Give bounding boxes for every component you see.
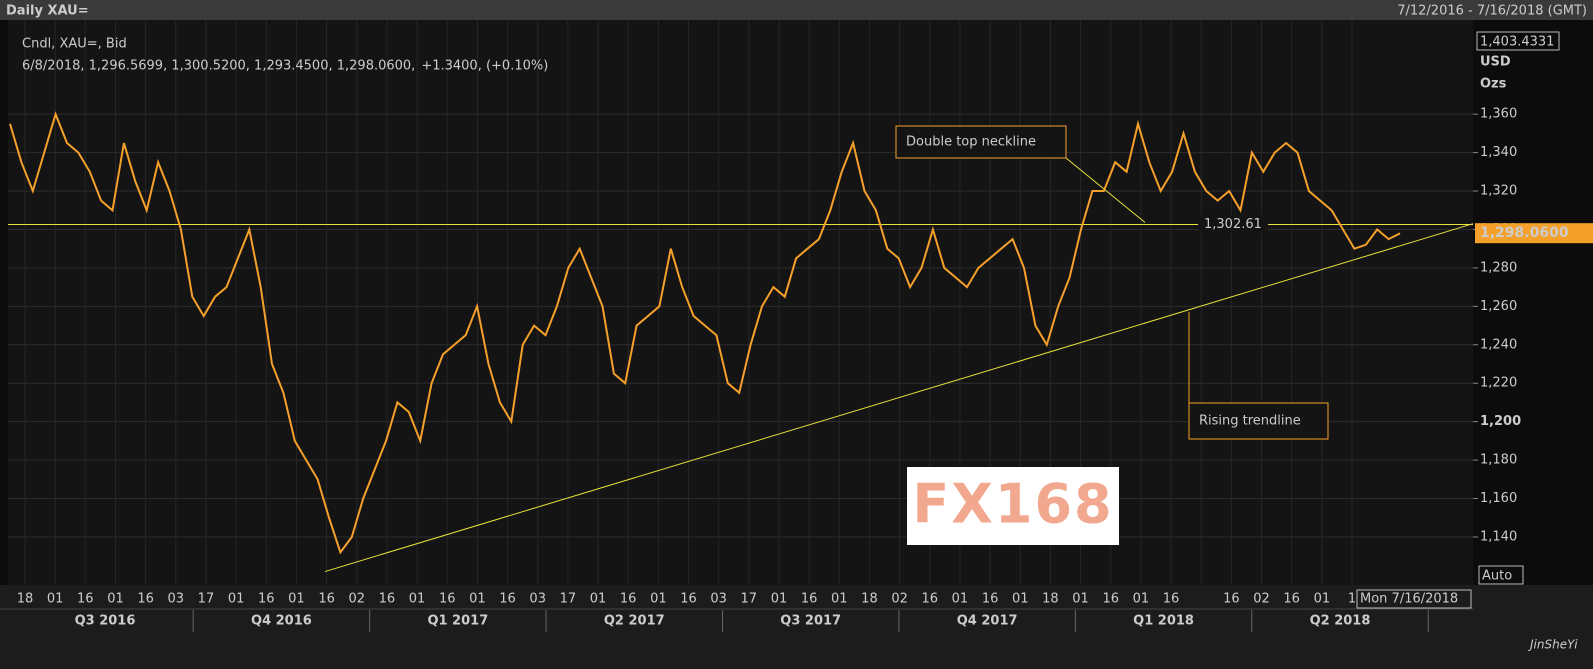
quarter-label: Q4 2017 — [957, 614, 1018, 629]
quarter-label: Q2 2018 — [1310, 614, 1371, 629]
y-tick-label: 1,320 — [1480, 184, 1517, 199]
plot-area — [8, 20, 1473, 585]
price-line — [9, 111, 1401, 555]
y-tick-label: 1,360 — [1480, 107, 1517, 122]
x-tick-label: 01 — [1072, 592, 1089, 607]
x-tick-label: 16 — [1163, 592, 1180, 607]
x-tick-label: 16 — [439, 592, 456, 607]
x-tick-label: 16 — [1283, 592, 1300, 607]
quarter-label: Q3 2016 — [75, 614, 136, 629]
x-tick-label: 16 — [801, 592, 818, 607]
last-date-box — [1356, 589, 1472, 609]
x-tick-label: 03 — [529, 592, 546, 607]
x-tick-label: 01 — [650, 592, 667, 607]
y-tick-label: 1,240 — [1480, 337, 1517, 352]
y-tick-label: 1,220 — [1480, 376, 1517, 391]
x-tick-label: 16 — [137, 592, 154, 607]
x-tick-label: 17 — [560, 592, 577, 607]
change: +1.3400, (+0.10%) — [421, 59, 548, 74]
scale-mode[interactable]: Auto — [1482, 569, 1512, 584]
y-tick-label: 1,280 — [1480, 260, 1517, 275]
x-tick-label: 16 — [258, 592, 275, 607]
x-tick-label: 01 — [952, 592, 969, 607]
legend-title: Cndl, XAU=, Bid — [22, 37, 127, 52]
neckline-label: 1,302.61 — [1204, 217, 1262, 232]
quarter-label: Q3 2017 — [780, 614, 841, 629]
header-bar — [0, 0, 1593, 20]
annotation-box — [1188, 402, 1329, 440]
trendline — [324, 223, 1474, 573]
x-tick-label: 16 — [982, 592, 999, 607]
x-tick-label: 02 — [891, 592, 908, 607]
x-tick-label: 01 — [1314, 592, 1331, 607]
logo-box — [907, 467, 1119, 545]
x-tick-label: 16 — [77, 592, 94, 607]
brand: JinSheYi — [1528, 638, 1578, 652]
annotation: Rising trendline — [1199, 414, 1301, 429]
unit: USD — [1480, 55, 1511, 70]
x-tick-label: 16 — [379, 592, 396, 607]
x-tick-label: 16 — [921, 592, 938, 607]
annotation: Double top neckline — [906, 135, 1036, 150]
x-tick-label: 16 — [318, 592, 335, 607]
x-tick-label: 01 — [590, 592, 607, 607]
x-tick-label: 01 — [469, 592, 486, 607]
x-tick-label: 17 — [741, 592, 758, 607]
x-tick-label: 03 — [168, 592, 185, 607]
x-tick-label: 01 — [288, 592, 305, 607]
top-box — [1476, 31, 1560, 51]
x-tick-label: 18 — [861, 592, 878, 607]
x-tick-label: 01 — [107, 592, 124, 607]
x-tick-label: 01 — [228, 592, 245, 607]
quarter-label: Q2 2017 — [604, 614, 665, 629]
unit2: Ozs — [1480, 77, 1507, 92]
x-tick-label: 03 — [710, 592, 727, 607]
x-tick-label: 01 — [47, 592, 64, 607]
quarter-label: Q1 2017 — [427, 614, 488, 629]
y-top-label: 1,403.4331 — [1480, 35, 1554, 50]
logo: FX168 — [912, 473, 1113, 536]
x-tick-label: 16 — [680, 592, 697, 607]
x-tick-label: 16 — [1102, 592, 1119, 607]
neckline-label-bg — [1198, 215, 1268, 234]
y-tick-label: 1,260 — [1480, 299, 1517, 314]
x-tick-label: 1 — [1348, 592, 1356, 607]
y-axis-area — [1473, 20, 1593, 585]
x-tick-label: 01 — [1012, 592, 1029, 607]
y-tick-label: 1,160 — [1480, 491, 1517, 506]
x-tick-label: 01 — [831, 592, 848, 607]
date-range: 7/12/2016 - 7/16/2018 (GMT) — [1397, 4, 1587, 19]
last-price-box — [1475, 223, 1593, 244]
annotation-connector — [1065, 157, 1146, 223]
quote: 6/8/2018, 1,296.5699, 1,300.5200, 1,293.… — [22, 59, 415, 74]
x-tick-label: 16 — [620, 592, 637, 607]
x-tick-label: 01 — [409, 592, 426, 607]
x-tick-label: 18 — [1042, 592, 1059, 607]
x-tick-label: 17 — [198, 592, 215, 607]
window-title: Daily XAU= — [6, 4, 89, 19]
y-tick-label: 1,180 — [1480, 453, 1517, 468]
y-tick-label: 1,200 — [1480, 414, 1521, 429]
annotation-box — [895, 125, 1067, 159]
x-tick-label: 01 — [1133, 592, 1150, 607]
auto-box[interactable] — [1478, 565, 1524, 585]
x-tick-label: 16 — [1223, 592, 1240, 607]
last-price-label: 1,298.0600 — [1480, 225, 1569, 241]
x-tick-label: 02 — [1253, 592, 1270, 607]
x-axis-area — [0, 585, 1593, 669]
x-tick-label: 18 — [17, 592, 34, 607]
x-tick-label: 02 — [348, 592, 365, 607]
x-tick-label: 16 — [499, 592, 516, 607]
quarter-label: Q1 2018 — [1133, 614, 1194, 629]
quarter-label: Q4 2016 — [251, 614, 312, 629]
x-tick-label: 01 — [771, 592, 788, 607]
last-date: Mon 7/16/2018 — [1360, 592, 1458, 607]
y-tick-label: 1,140 — [1480, 529, 1517, 544]
y-tick-label: 1,340 — [1480, 145, 1517, 160]
